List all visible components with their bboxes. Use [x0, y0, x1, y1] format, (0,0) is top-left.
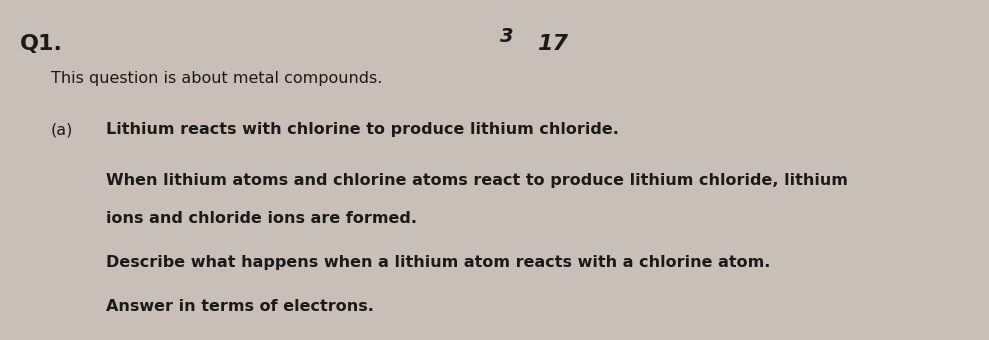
- Text: Answer in terms of electrons.: Answer in terms of electrons.: [107, 299, 374, 314]
- Text: When lithium atoms and chlorine atoms react to produce lithium chloride, lithium: When lithium atoms and chlorine atoms re…: [107, 173, 849, 188]
- Text: Describe what happens when a lithium atom reacts with a chlorine atom.: Describe what happens when a lithium ato…: [107, 255, 770, 270]
- Text: Q1.: Q1.: [21, 34, 63, 54]
- Text: Lithium reacts with chlorine to produce lithium chloride.: Lithium reacts with chlorine to produce …: [107, 122, 619, 137]
- Text: This question is about metal compounds.: This question is about metal compounds.: [50, 71, 383, 86]
- Text: (a): (a): [50, 122, 73, 137]
- Text: 3: 3: [499, 27, 513, 46]
- Text: ions and chloride ions are formed.: ions and chloride ions are formed.: [107, 211, 417, 226]
- Text: 17: 17: [537, 34, 568, 54]
